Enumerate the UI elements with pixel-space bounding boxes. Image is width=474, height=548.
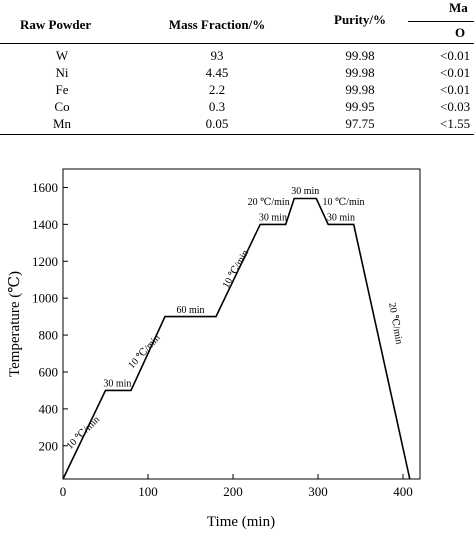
materials-table: Raw Powder Mass Fraction/% Purity/% Ma O…: [0, 0, 474, 140]
x-tick-label: 300: [308, 484, 328, 499]
cell-purity: 99.95: [345, 99, 375, 114]
y-tick-label: 200: [39, 438, 59, 453]
cell-o: <1.55: [440, 116, 471, 131]
y-tick-label: 600: [39, 364, 59, 379]
segment-annotation: 30 min: [103, 379, 131, 390]
cell-powder: Co: [54, 99, 70, 114]
segment-annotation: 20 ℃/min: [386, 302, 404, 345]
plot-frame: [62, 168, 421, 480]
header-subrule: [408, 21, 474, 22]
segment-annotation: 30 min: [327, 213, 355, 224]
segment-annotation: 10 ℃/min: [65, 414, 102, 451]
cell-purity: 99.98: [345, 82, 375, 97]
temperature-series-line: [62, 197, 411, 480]
cell-o: <0.01: [440, 65, 471, 80]
y-tick-label: 1200: [32, 254, 58, 269]
cell-mass: 0.05: [205, 116, 229, 131]
cell-powder: Mn: [52, 116, 72, 131]
cell-o: <0.01: [440, 48, 471, 63]
x-tick-label: 400: [393, 484, 413, 499]
cell-purity: 97.75: [345, 116, 375, 131]
cell-mass: 93: [210, 48, 224, 63]
cell-powder: W: [55, 48, 69, 63]
cell-powder: Ni: [55, 65, 69, 80]
x-tick-label: 100: [138, 484, 158, 499]
cell-o: <0.03: [440, 99, 471, 114]
segment-annotation: 30 min: [291, 186, 319, 197]
cell-mass: 2.2: [208, 82, 226, 97]
cell-o: <0.01: [440, 82, 471, 97]
header-o: O: [455, 25, 466, 40]
segment-annotation: 60 min: [176, 305, 204, 316]
header-raw-powder: Raw Powder: [20, 17, 92, 32]
bottom-rule: [0, 134, 474, 135]
header-purity: Purity/%: [334, 12, 386, 27]
segment-annotation: 20 ℃/min: [248, 197, 290, 208]
y-tick-label: 1400: [32, 217, 58, 232]
segment-annotation: 10 ℃/min: [221, 248, 252, 290]
cell-purity: 99.98: [345, 48, 375, 63]
cell-mass: 4.45: [205, 65, 229, 80]
x-axis: 0 100 200 300 400: [60, 474, 413, 499]
segment-annotation: 10 ℃/min: [126, 333, 162, 372]
y-tick-label: 400: [39, 401, 59, 416]
y-tick-label: 1000: [32, 291, 58, 306]
y-axis: 200 400 600 800 1000 1200 1400 1600: [32, 180, 68, 453]
cell-purity: 99.98: [345, 65, 375, 80]
y-tick-label: 1600: [32, 180, 58, 195]
header-rule: [0, 43, 474, 44]
header-mass-fraction: Mass Fraction/%: [168, 17, 266, 32]
x-axis-label: Time (min): [207, 514, 275, 530]
cell-powder: Fe: [55, 82, 69, 97]
y-axis-label: Temperature (℃): [7, 271, 23, 377]
segment-annotation: 30 min: [259, 213, 287, 224]
segment-annotation: 10 ℃/min: [322, 197, 364, 208]
temperature-profile-chart: 0 100 200 300 400 200 400 600 800 1000 1200 1400 16…: [7, 168, 421, 530]
header-ma: Ma: [449, 0, 468, 15]
y-tick-label: 800: [39, 328, 59, 343]
x-tick-label: 0: [60, 484, 67, 499]
cell-mass: 0.3: [208, 99, 226, 114]
x-tick-label: 200: [223, 484, 243, 499]
series-layer: [62, 197, 411, 480]
